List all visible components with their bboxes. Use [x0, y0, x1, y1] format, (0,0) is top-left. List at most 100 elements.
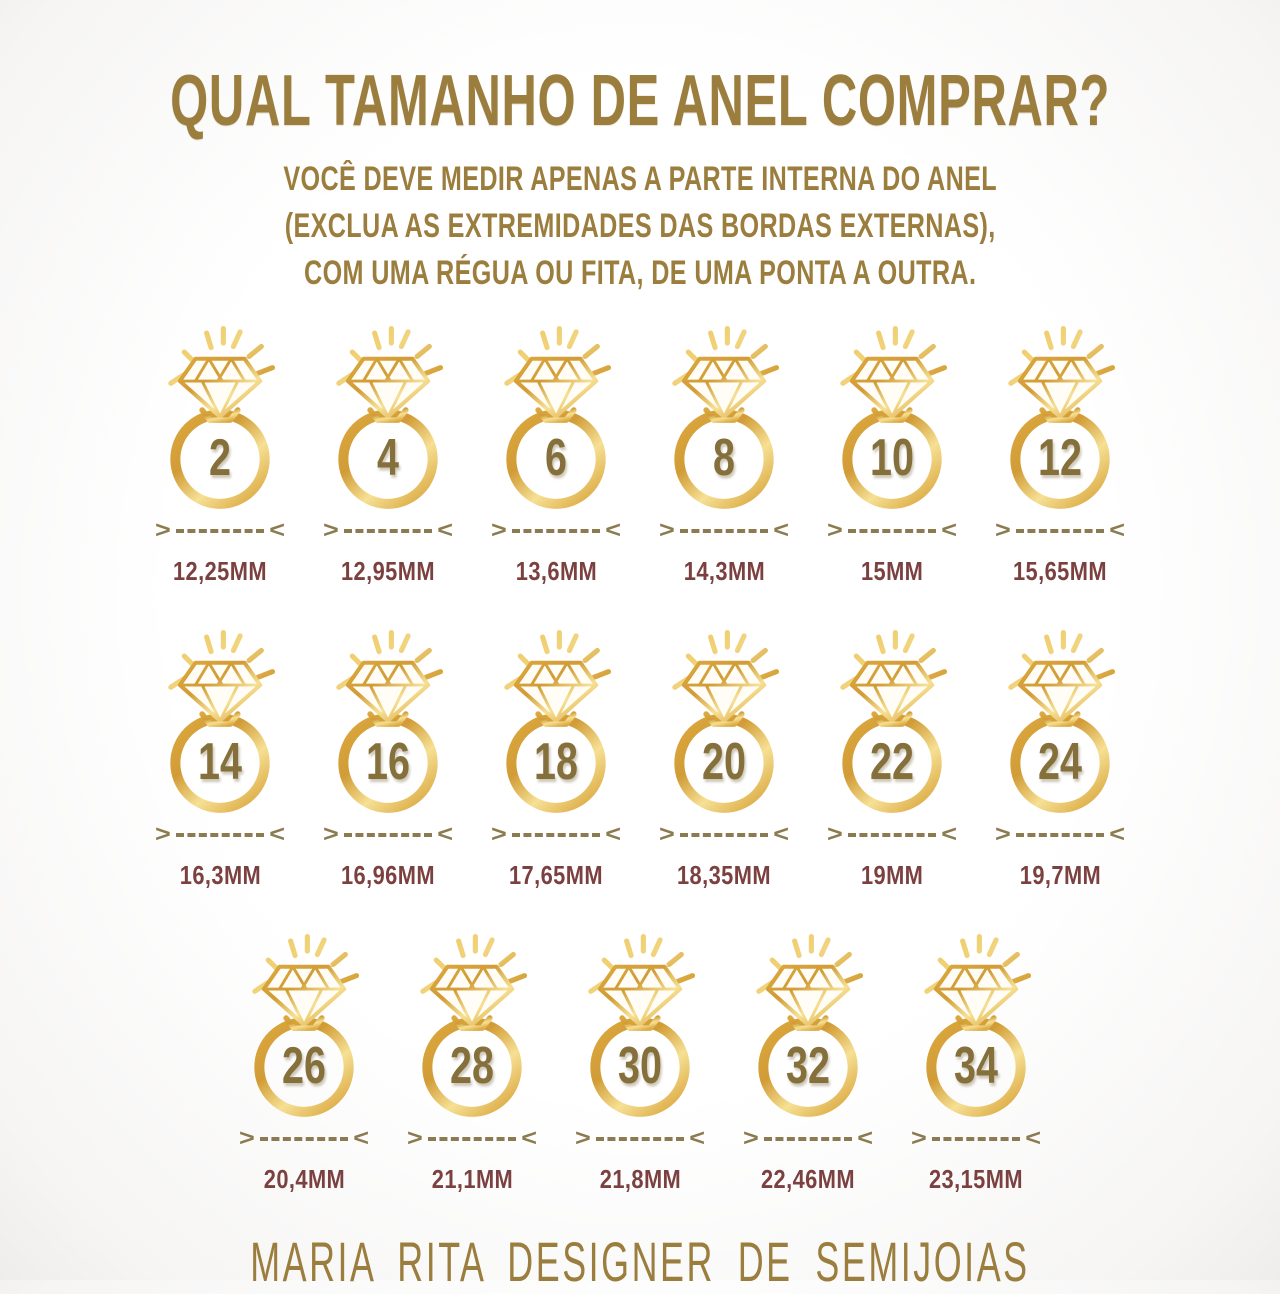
diameter-measure-line: > < — [659, 821, 789, 848]
ring-size-cell: 26 > < 20,4MM — [225, 931, 383, 1195]
diamond-ring-icon: 18 — [489, 627, 623, 819]
arrow-right-icon: > — [323, 517, 339, 543]
diamond-ring-icon: 2 — [153, 323, 287, 515]
ring-size-cell: 32 > < 22,46MM — [729, 931, 887, 1195]
arrow-right-icon: > — [155, 821, 171, 847]
diameter-label: 13,6MM — [515, 556, 597, 586]
ring-size-number: 12 — [1038, 429, 1082, 488]
arrow-right-icon: > — [155, 517, 171, 543]
arrow-right-icon: > — [743, 1125, 759, 1151]
diameter-label: 18,35MM — [676, 860, 771, 890]
ring-size-cell: 10 > < 15MM — [813, 323, 971, 587]
diameter-label: 14,3MM — [683, 556, 765, 586]
arrow-left-icon: < — [941, 517, 957, 543]
ring-size-cell: 12 > < 15,65MM — [981, 323, 1139, 587]
arrow-left-icon: < — [941, 821, 957, 847]
arrow-right-icon: > — [491, 517, 507, 543]
dashed-line — [259, 1136, 349, 1141]
diamond-ring-icon: 6 — [489, 323, 623, 515]
dashed-line — [427, 1136, 517, 1141]
dashed-line — [1015, 832, 1105, 837]
ring-row-3: 26 > < 20,4MM 28 > < 21,1MM 30 — [225, 931, 1055, 1195]
diamond-ring-icon: 14 — [153, 627, 287, 819]
ring-size-cell: 28 > < 21,1MM — [393, 931, 551, 1195]
ring-size-number: 14 — [198, 733, 242, 792]
arrow-left-icon: < — [1025, 1125, 1041, 1151]
ring-size-number: 22 — [870, 733, 914, 792]
dashed-line — [847, 832, 937, 837]
diameter-label: 17,65MM — [508, 860, 603, 890]
diameter-measure-line: > < — [995, 821, 1125, 848]
arrow-left-icon: < — [269, 821, 285, 847]
ring-size-number: 18 — [534, 733, 578, 792]
arrow-right-icon: > — [239, 1125, 255, 1151]
arrow-left-icon: < — [1109, 517, 1125, 543]
diameter-label: 23,15MM — [928, 1164, 1023, 1194]
diameter-measure-line: > < — [827, 517, 957, 544]
diameter-measure-line: > < — [743, 1125, 873, 1152]
instruction-line: COM UMA RÉGUA OU FITA, DE UMA PONTA A OU… — [303, 254, 977, 292]
dashed-line — [511, 528, 601, 533]
ring-row-1: 2 > < 12,25MM 4 > < 12,95MM 6 — [141, 323, 1139, 587]
diameter-label: 12,95MM — [340, 556, 435, 586]
arrow-right-icon: > — [323, 821, 339, 847]
ring-size-cell: 18 > < 17,65MM — [477, 627, 635, 891]
dashed-line — [511, 832, 601, 837]
diamond-ring-icon: 32 — [741, 931, 875, 1123]
arrow-right-icon: > — [827, 821, 843, 847]
diameter-measure-line: > < — [659, 517, 789, 544]
diameter-measure-line: > < — [575, 1125, 705, 1152]
diameter-label: 16,3MM — [179, 860, 261, 890]
diameter-measure-line: > < — [491, 517, 621, 544]
ring-size-number: 4 — [377, 429, 399, 488]
ring-size-cell: 8 > < 14,3MM — [645, 323, 803, 587]
diamond-ring-icon: 20 — [657, 627, 791, 819]
ring-size-number: 26 — [282, 1037, 326, 1096]
instruction-line: (EXCLUA AS EXTREMIDADES DAS BORDAS EXTER… — [284, 207, 996, 245]
ring-size-cell: 30 > < 21,8MM — [561, 931, 719, 1195]
diamond-ring-icon: 24 — [993, 627, 1127, 819]
diameter-measure-line: > < — [239, 1125, 369, 1152]
diamond-ring-icon: 10 — [825, 323, 959, 515]
arrow-right-icon: > — [827, 517, 843, 543]
diameter-label: 19MM — [860, 860, 924, 890]
ring-size-number: 28 — [450, 1037, 494, 1096]
diameter-label: 19,7MM — [1019, 860, 1101, 890]
arrow-left-icon: < — [605, 821, 621, 847]
arrow-right-icon: > — [995, 517, 1011, 543]
ring-size-number: 10 — [870, 429, 914, 488]
diameter-label: 20,4MM — [263, 1164, 345, 1194]
instructions: VOCÊ DEVE MEDIR APENAS A PARTE INTERNA D… — [158, 156, 1122, 297]
dashed-line — [343, 528, 433, 533]
diameter-measure-line: > < — [323, 517, 453, 544]
ring-size-number: 2 — [209, 429, 231, 488]
ring-size-number: 24 — [1038, 733, 1082, 792]
ring-size-cell: 16 > < 16,96MM — [309, 627, 467, 891]
arrow-left-icon: < — [437, 517, 453, 543]
ring-size-cell: 22 > < 19MM — [813, 627, 971, 891]
ring-size-cell: 20 > < 18,35MM — [645, 627, 803, 891]
dashed-line — [595, 1136, 685, 1141]
diameter-label: 21,1MM — [431, 1164, 513, 1194]
diameter-label: 15MM — [860, 556, 924, 586]
diameter-measure-line: > < — [827, 821, 957, 848]
ring-size-number: 32 — [786, 1037, 830, 1096]
dashed-line — [679, 528, 769, 533]
arrow-left-icon: < — [689, 1125, 705, 1151]
ring-size-number: 6 — [545, 429, 567, 488]
diameter-label: 12,25MM — [172, 556, 267, 586]
arrow-left-icon: < — [1109, 821, 1125, 847]
arrow-right-icon: > — [659, 821, 675, 847]
arrow-left-icon: < — [521, 1125, 537, 1151]
diamond-ring-icon: 12 — [993, 323, 1127, 515]
diameter-label: 15,65MM — [1012, 556, 1107, 586]
diamond-ring-icon: 30 — [573, 931, 707, 1123]
ring-size-cell: 34 > < 23,15MM — [897, 931, 1055, 1195]
arrow-left-icon: < — [773, 517, 789, 543]
ring-size-number: 8 — [713, 429, 735, 488]
dashed-line — [1015, 528, 1105, 533]
arrow-left-icon: < — [857, 1125, 873, 1151]
arrow-right-icon: > — [491, 821, 507, 847]
diamond-ring-icon: 4 — [321, 323, 455, 515]
diameter-measure-line: > < — [995, 517, 1125, 544]
